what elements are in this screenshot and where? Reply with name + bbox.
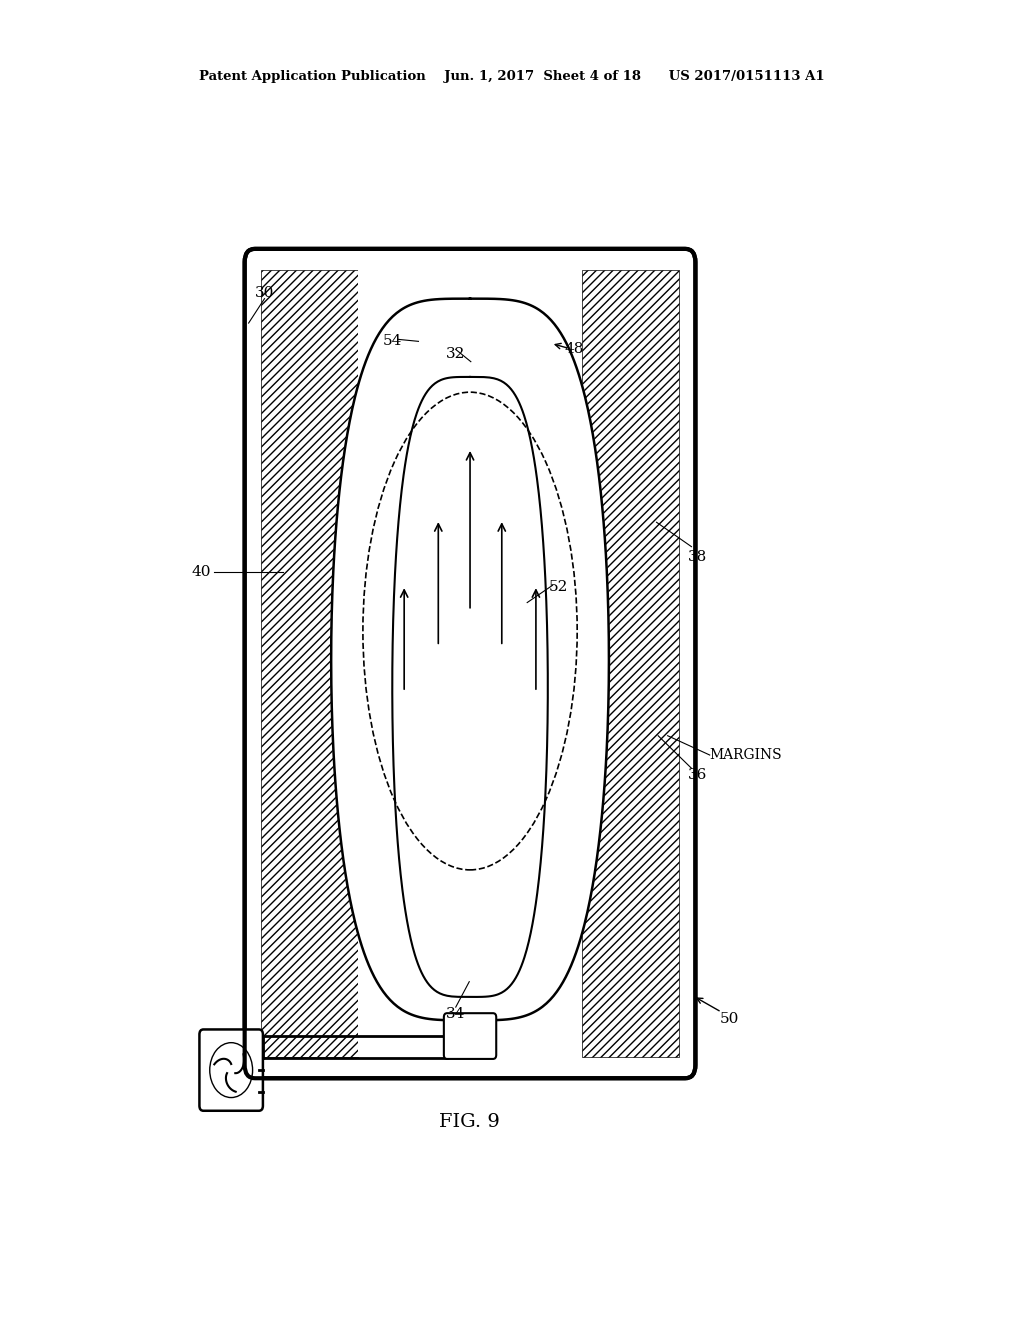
Text: 30: 30 [255,285,274,300]
Bar [261,271,358,1057]
Bar [582,271,679,1057]
Text: 40: 40 [191,565,211,579]
Text: FIG. 9: FIG. 9 [439,1113,500,1131]
Text: 38: 38 [688,550,708,564]
Text: MARGINS: MARGINS [710,748,782,762]
Text: 50: 50 [720,1012,739,1026]
FancyBboxPatch shape [245,249,695,1078]
Text: Patent Application Publication    Jun. 1, 2017  Sheet 4 of 18      US 2017/01511: Patent Application Publication Jun. 1, 2… [200,70,824,83]
Polygon shape [331,298,609,1020]
Bar [358,271,582,1057]
FancyBboxPatch shape [200,1030,263,1110]
Text: 52: 52 [549,581,568,594]
Text: 54: 54 [383,334,402,348]
Text: 48: 48 [564,342,584,356]
Polygon shape [392,378,548,997]
FancyBboxPatch shape [443,1014,497,1059]
Text: 36: 36 [688,768,708,783]
Text: 32: 32 [446,347,466,360]
Text: 34: 34 [446,1007,466,1022]
